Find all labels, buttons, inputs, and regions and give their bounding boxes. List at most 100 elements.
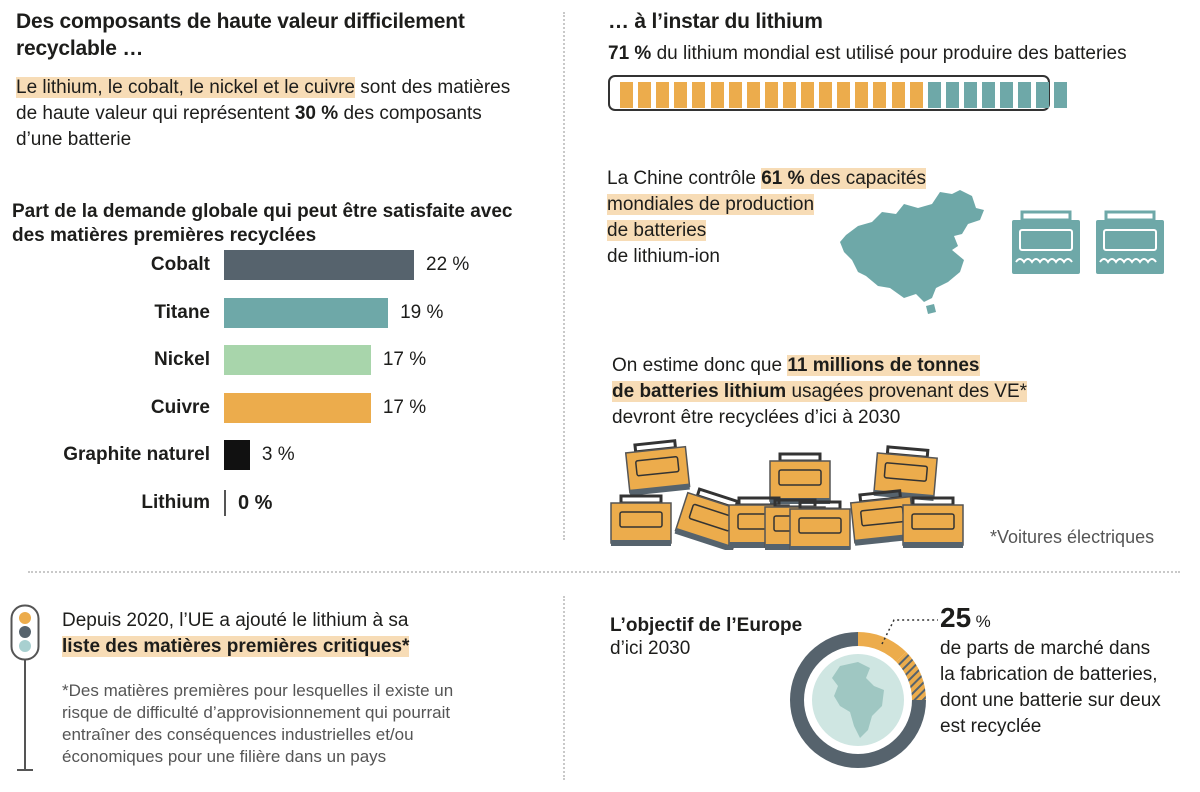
progress-segment [837, 82, 851, 108]
lithium-stat: 71 % du lithium mondial est utilisé pour… [608, 41, 1127, 67]
eu-footnote-line3: entraîner des conséquences industrielles… [62, 725, 414, 744]
eu-footnote-line2: risque de difficulté d’approvisionnement… [62, 703, 451, 722]
bar-chart: Cobalt 22 % Titane 19 % Nickel 17 % Cuivre 17 %… [0, 250, 560, 530]
europe-goal-title: L’objectif de l’Europe [610, 615, 803, 636]
progress-segment [982, 82, 995, 108]
bar-label: Lithium [141, 491, 210, 513]
progress-segment [620, 82, 633, 108]
eu-footnote-line1: *Des matières premières pour lesquelles … [62, 681, 454, 700]
callout-line [881, 619, 938, 645]
globe-icon [812, 654, 904, 746]
europe-desc-line1: de parts de marché dans [940, 638, 1151, 659]
progress-segment [782, 82, 796, 108]
bar [224, 489, 226, 516]
left-title-line1: Des composants de haute valeur difficile… [16, 10, 465, 33]
progress-segment [945, 82, 959, 108]
recycling-line1b: 11 millions de tonnes [787, 355, 980, 376]
europe-goal-value: 25 % [940, 602, 991, 634]
progress-segment [909, 82, 923, 108]
china-line4: de lithium-ion [607, 246, 720, 267]
eu-line2: liste des matières premières critiques* [62, 636, 410, 657]
progress-segment [692, 82, 706, 108]
intro-line3: d’une batterie [16, 129, 132, 150]
bar-label: Cobalt [150, 254, 210, 275]
progress-segment [1018, 82, 1032, 108]
progress-segment [674, 82, 688, 108]
china-line1b: 61 % [761, 168, 805, 189]
battery-pile-icon [609, 438, 965, 550]
europe-desc-line2: la fabrication de batteries, [940, 664, 1158, 685]
europe-goal-donut [790, 632, 926, 768]
intro-highlight: Le lithium, le cobalt, le nickel et le c… [16, 77, 355, 98]
progress-segment [1054, 82, 1068, 108]
battery-icon [1012, 210, 1080, 274]
donut-recycled-segment [896, 651, 926, 700]
europe-desc-line4: est recyclée [940, 716, 1042, 737]
lithium-progress-bar [608, 75, 1068, 111]
battery-icon [1096, 210, 1164, 274]
progress-segment [710, 82, 724, 108]
europe-goal-heading: L’objectif de l’Europe d’ici 2030 [610, 614, 802, 660]
bar-value-label: 22 % [426, 254, 470, 275]
china-line3: de batteries [607, 220, 707, 241]
progress-segment [1036, 82, 1050, 108]
progress-segment [638, 82, 652, 108]
china-text: La Chine contrôle 61 % des capacités mon… [607, 166, 926, 270]
bar [224, 440, 250, 470]
bar [224, 345, 371, 375]
left-title: Des composants de haute valeur difficile… [16, 8, 556, 62]
eu-footnote: *Des matières premières pour lesquelles … [62, 680, 453, 768]
europe-goal-desc: de parts de marché dans la fabrication d… [940, 636, 1161, 740]
donut-share-segment [858, 632, 907, 662]
bar [224, 392, 371, 423]
chart-title: Part de la demande globale qui peut être… [12, 200, 513, 248]
bar-value-label: 17 % [382, 349, 427, 370]
left-title-line2: recyclable … [16, 37, 144, 60]
progress-segment [801, 82, 814, 108]
recycling-line1a: On estime donc que [612, 355, 788, 376]
progress-segment [927, 82, 941, 108]
china-line1c: des capacités [804, 168, 926, 189]
china-line1a: La Chine contrôle [607, 168, 762, 189]
recycling-footnote: *Voitures électriques [990, 527, 1155, 547]
chart-title-line2: des matières premières recyclées [12, 225, 317, 246]
bar-label: Graphite naturel [63, 444, 210, 465]
eu-critical-text: Depuis 2020, l’UE a ajouté le lithium à … [62, 608, 410, 660]
progress-segment [728, 82, 742, 108]
progress-segment [891, 82, 905, 108]
vertical-separator-bottom [563, 596, 565, 780]
bar-value-label: 17 % [382, 396, 427, 418]
intro-rest: sont des matières [355, 77, 511, 98]
vertical-separator-top [563, 12, 565, 540]
progress-segment [819, 82, 833, 108]
bar-label: Titane [154, 301, 210, 323]
progress-segment [855, 82, 869, 108]
left-intro: Le lithium, le cobalt, le nickel et le c… [16, 75, 561, 153]
bar [224, 297, 389, 328]
europe-goal-unit: % [975, 612, 991, 631]
recycling-line2a: de batteries lithium [612, 381, 787, 402]
europe-goal-number: 25 [940, 602, 972, 633]
progress-segment [746, 82, 760, 108]
lithium-stat-bold: 71 % [608, 43, 652, 64]
lithium-stat-text: du lithium mondial est utilisé pour prod… [651, 43, 1127, 64]
progress-segment [1000, 82, 1014, 108]
traffic-light-icon [10, 604, 40, 771]
recycling-line3: devront être recyclées d’ici à 2030 [612, 407, 901, 428]
intro-line2a: de haute valeur qui représentent [16, 103, 295, 124]
progress-segment [656, 82, 670, 108]
progress-segment [873, 82, 887, 108]
europe-goal-subtitle: d’ici 2030 [610, 638, 691, 659]
bar-value-label: 19 % [400, 301, 444, 323]
progress-segment [963, 82, 977, 108]
intro-line2b: des composants [338, 103, 482, 124]
intro-bold: 30 % [294, 103, 339, 124]
europe-desc-line3: dont une batterie sur deux [940, 690, 1161, 711]
chart-title-line1: Part de la demande globale qui peut être… [12, 201, 513, 222]
china-map-icon [840, 190, 984, 314]
bar-value-label: 0 % [238, 491, 273, 514]
china-line2: mondiales de production [607, 194, 815, 215]
eu-footnote-line4: économiques pour une filière dans un pay… [62, 747, 387, 766]
right-title: … à l’instar du lithium [608, 10, 823, 33]
eu-line1: Depuis 2020, l’UE a ajouté le lithium à … [62, 610, 409, 631]
